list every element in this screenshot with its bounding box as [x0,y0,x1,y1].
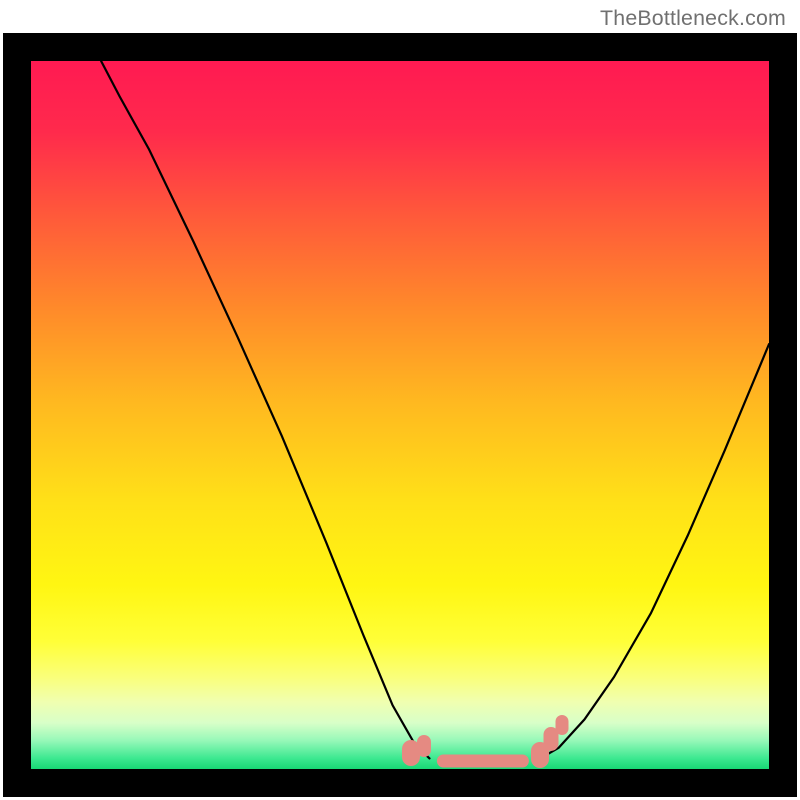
plot-area [31,61,769,769]
watermark-text: TheBottleneck.com [600,6,786,31]
curve-left [101,61,429,758]
curve-right [540,344,769,758]
curve-layer [31,61,769,769]
trough-bar [437,755,529,768]
chart-frame [3,33,797,797]
chart-root: { "watermark": { "text": "TheBottleneck.… [0,0,800,800]
trough-marker [556,715,569,735]
trough-marker [417,735,431,757]
